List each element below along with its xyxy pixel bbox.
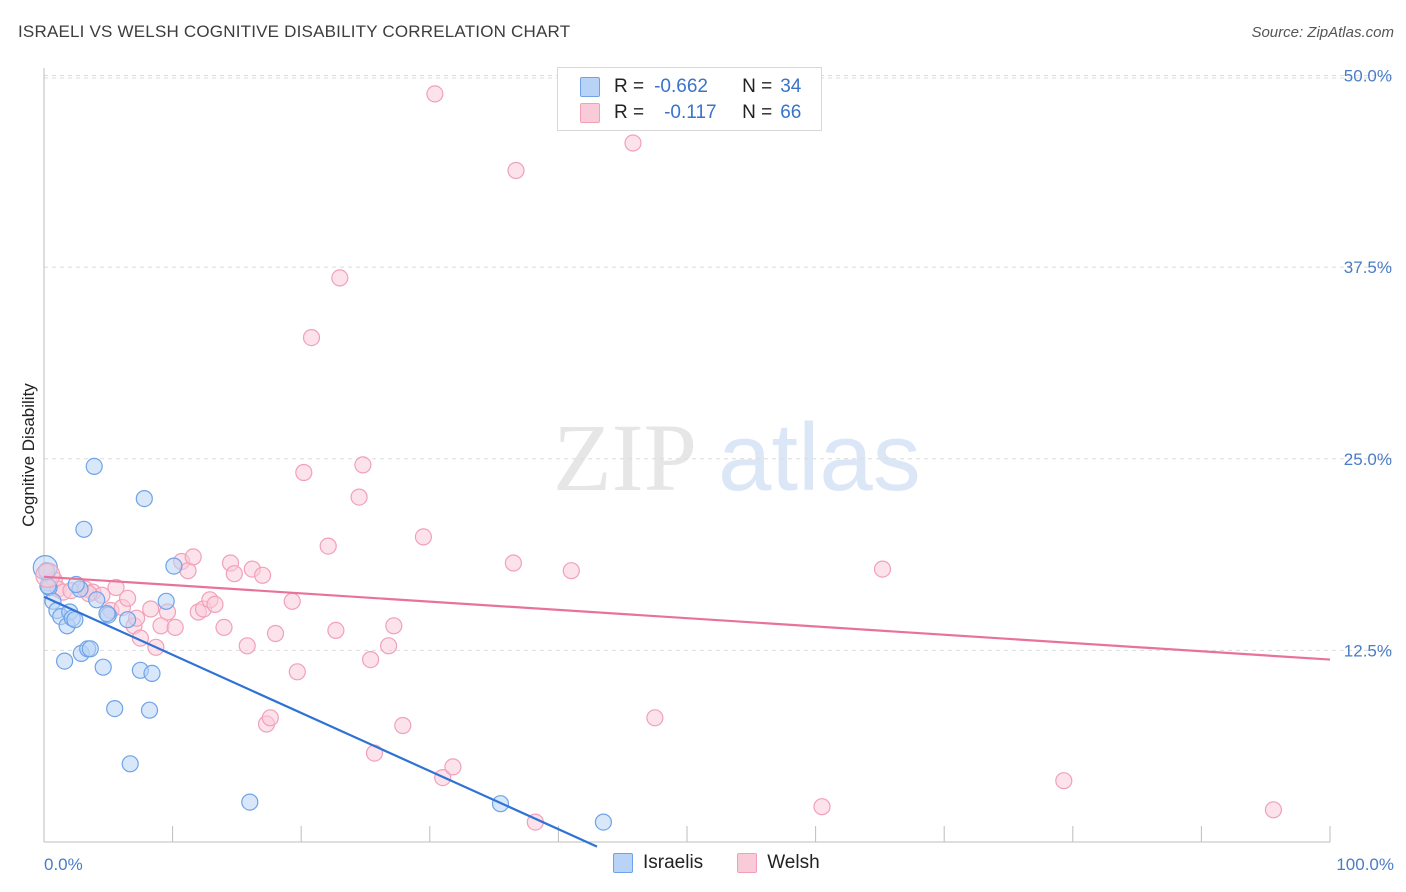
welsh-point bbox=[350, 488, 368, 506]
welsh-n-value: 66 bbox=[780, 102, 802, 123]
welsh-point bbox=[873, 560, 892, 578]
welsh-point bbox=[319, 537, 337, 555]
series-legend: Israelis Welsh bbox=[613, 852, 854, 874]
israelis-point bbox=[594, 813, 613, 831]
y-axis-title: Cognitive Disability bbox=[19, 383, 38, 527]
welsh-point bbox=[288, 663, 306, 681]
welsh-point bbox=[184, 548, 202, 566]
welsh-point bbox=[1264, 801, 1283, 819]
watermark-atlas: atlas bbox=[718, 404, 921, 511]
source-label: Source: ZipAtlas.com bbox=[1251, 24, 1394, 41]
tick-labels: 12.5% 25.0% 37.5% 50.0% 0.0% 100.0% Cognitive … bbox=[19, 67, 1394, 875]
israelis-point bbox=[94, 658, 112, 676]
israelis-swatch bbox=[580, 77, 600, 97]
israelis-point bbox=[165, 557, 183, 575]
welsh-point bbox=[327, 621, 345, 640]
israelis-point bbox=[98, 604, 116, 623]
x-tick-label-max: 100.0% bbox=[1336, 855, 1394, 874]
israelis-point bbox=[143, 664, 161, 683]
israelis-point bbox=[106, 699, 124, 718]
welsh-point bbox=[426, 85, 444, 103]
welsh-point bbox=[238, 637, 256, 655]
r-label: R = bbox=[614, 76, 645, 97]
welsh-point bbox=[302, 329, 321, 347]
israelis-point bbox=[67, 575, 85, 594]
israelis-point bbox=[81, 640, 99, 658]
y-tick-label: 12.5% bbox=[1344, 641, 1392, 660]
welsh-point bbox=[646, 709, 664, 727]
israelis-point bbox=[140, 701, 159, 719]
welsh-point bbox=[118, 589, 137, 607]
y-tick-label: 25.0% bbox=[1344, 450, 1392, 469]
watermark: ZIP atlas bbox=[553, 404, 921, 511]
welsh-point bbox=[380, 637, 398, 655]
israelis-point bbox=[55, 652, 74, 670]
welsh-point bbox=[624, 134, 642, 152]
israelis-point bbox=[157, 592, 175, 610]
welsh-point bbox=[266, 624, 285, 643]
welsh-point bbox=[504, 554, 523, 572]
welsh-point bbox=[562, 562, 580, 580]
axes bbox=[43, 68, 1331, 843]
israelis-point bbox=[85, 457, 103, 475]
welsh-point bbox=[385, 617, 403, 635]
israelis-point bbox=[88, 591, 106, 609]
x-tick-label-min: 0.0% bbox=[44, 855, 83, 874]
welsh-point bbox=[813, 798, 831, 816]
welsh-point bbox=[354, 456, 372, 474]
welsh-point bbox=[331, 269, 349, 287]
welsh-point bbox=[166, 618, 184, 637]
welsh-point bbox=[206, 595, 224, 614]
legend-israelis-label: Israelis bbox=[643, 852, 704, 873]
chart-title: ISRAELI VS WELSH COGNITIVE DISABILITY CO… bbox=[18, 22, 571, 41]
correlation-legend: R = -0.662 N = 34 R = -0.117 N = 66 bbox=[557, 67, 822, 131]
welsh-point bbox=[362, 650, 380, 669]
welsh-point bbox=[225, 565, 243, 583]
israelis-point bbox=[118, 611, 137, 629]
welsh-r-value: -0.117 bbox=[664, 102, 717, 123]
y-tick-label: 50.0% bbox=[1344, 67, 1392, 86]
israelis-point bbox=[75, 520, 93, 538]
welsh-point bbox=[507, 161, 525, 180]
legend-item-welsh[interactable]: Welsh bbox=[737, 852, 820, 874]
israelis-point bbox=[135, 490, 153, 508]
legend-item-israelis[interactable]: Israelis bbox=[613, 852, 703, 874]
r-label: R = bbox=[614, 102, 645, 123]
israelis-point bbox=[121, 755, 139, 773]
welsh-point bbox=[35, 562, 61, 588]
welsh-trend-line bbox=[43, 575, 1331, 661]
welsh-point bbox=[254, 566, 272, 584]
y-tick-label: 37.5% bbox=[1344, 258, 1392, 277]
israelis-n-value: 34 bbox=[780, 76, 802, 97]
israelis-point bbox=[241, 793, 259, 811]
watermark-zip: ZIP bbox=[553, 404, 697, 511]
welsh-point bbox=[394, 716, 412, 735]
israelis-trend-line bbox=[43, 595, 598, 848]
welsh-point bbox=[295, 463, 313, 482]
welsh-point bbox=[142, 600, 160, 618]
welsh-point bbox=[283, 592, 301, 610]
welsh-point bbox=[215, 618, 233, 637]
israelis-r-value: -0.662 bbox=[654, 76, 708, 97]
legend-row-welsh: R = -0.117 N = 66 bbox=[580, 101, 801, 125]
welsh-legend-swatch bbox=[737, 853, 758, 873]
trend-lines bbox=[43, 575, 1331, 848]
welsh-swatch bbox=[580, 103, 600, 123]
n-label: N = bbox=[742, 102, 773, 123]
welsh-point bbox=[107, 578, 125, 597]
welsh-point bbox=[261, 709, 279, 727]
n-label: N = bbox=[742, 76, 773, 97]
legend-row-israelis: R = -0.662 N = 34 bbox=[580, 75, 801, 99]
welsh-point bbox=[1055, 772, 1073, 790]
legend-welsh-label: Welsh bbox=[767, 852, 820, 873]
welsh-point bbox=[444, 758, 462, 776]
welsh-point bbox=[414, 528, 432, 546]
israelis-legend-swatch bbox=[613, 853, 633, 873]
